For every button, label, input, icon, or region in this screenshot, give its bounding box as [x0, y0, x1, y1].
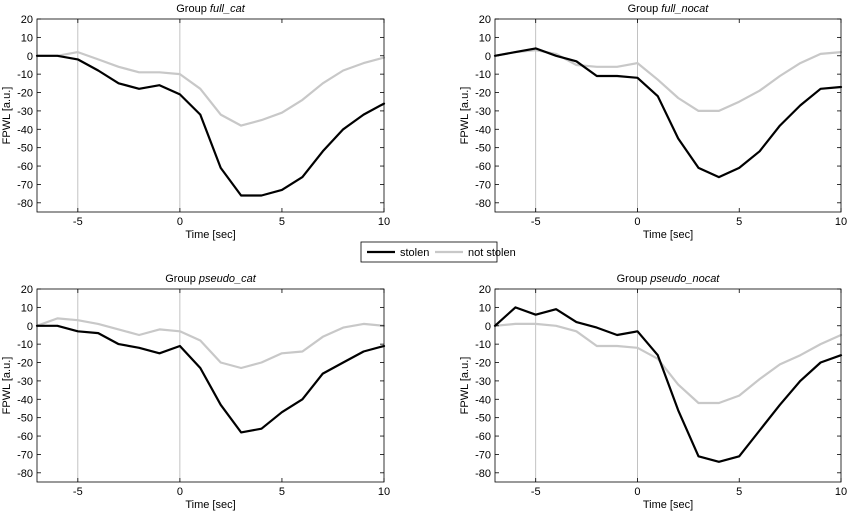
panel-4-y-tick-label: -40	[475, 394, 491, 406]
panel-1-y-tick-label: -40	[17, 124, 33, 136]
panel-1-y-tick-label: -80	[17, 198, 33, 210]
panel-2-y-axis-label: FPWL [a.u.]	[459, 87, 471, 145]
panel-2-y-tick-label: -10	[475, 69, 491, 81]
panel-3-x-tick-label: 5	[279, 486, 285, 498]
panel-4-y-tick-label: -80	[475, 468, 491, 480]
panel-3-y-tick-label: -70	[17, 449, 33, 461]
panel-2-y-tick-label: 10	[479, 32, 491, 44]
panel-1-plot-area	[37, 19, 384, 212]
panel-2-x-tick-label: 0	[634, 216, 640, 228]
legend-box	[360, 241, 498, 263]
panel-3-y-tick-label: -10	[17, 339, 33, 351]
panel-2-y-tick-label: -80	[475, 198, 491, 210]
panel-1-x-axis-label: Time [sec]	[185, 229, 235, 241]
panel-3-x-tick-label: 0	[177, 486, 183, 498]
panel-1-x-tick-label: 5	[279, 216, 285, 228]
panel-4-x-axis-label: Time [sec]	[643, 499, 693, 511]
panel-4-x-tick-label: 0	[634, 486, 640, 498]
legend-label-stolen: stolen	[400, 247, 429, 259]
panel-1-y-axis-label: FPWL [a.u.]	[1, 87, 13, 145]
panel-4-y-tick-label: -50	[475, 413, 491, 425]
panel-4-title: Group pseudo_nocat	[617, 273, 721, 285]
panel-3-y-tick-label: -40	[17, 394, 33, 406]
panel-4-x-tick-label: -5	[531, 486, 541, 498]
legend-label-not-stolen: not stolen	[468, 247, 516, 259]
panel-3-title: Group pseudo_cat	[165, 273, 256, 285]
panel-1-series-stolen	[35, 54, 386, 197]
panel-2-title: Group full_nocat	[628, 3, 710, 15]
panel-3-x-tick-label: 10	[378, 486, 390, 498]
panel-2-axes-box	[494, 18, 842, 213]
panel-2-series-stolen	[493, 47, 843, 179]
panel-1-x-tick-label: 10	[378, 216, 390, 228]
panel-3-y-tick-label: -80	[17, 468, 33, 480]
panel-1-y-tick-label: -60	[17, 161, 33, 173]
panel-1-title: Group full_cat	[176, 3, 245, 15]
panel-4-series-not-stolen	[493, 322, 843, 405]
panel-1-y-tick-label: 0	[27, 51, 33, 63]
panel-3-y-tick-label: 10	[21, 302, 33, 314]
panel-3-axes-box	[36, 288, 385, 483]
panel-3-series-not-stolen	[35, 317, 386, 370]
legend: stolen not stolen	[360, 241, 516, 263]
panel-4-y-tick-label: -10	[475, 339, 491, 351]
panel-3-y-tick-label: -60	[17, 431, 33, 443]
panel-4-x-tick-label: 5	[736, 486, 742, 498]
panel-2-y-tick-label: -60	[475, 161, 491, 173]
panel-2-y-tick-label: -30	[475, 106, 491, 118]
panel-1-axes-box	[36, 18, 385, 213]
panel-4-y-tick-label: -60	[475, 431, 491, 443]
panel-3-y-tick-label: -20	[17, 358, 33, 370]
panel-3-y-tick-label: -30	[17, 376, 33, 388]
panel-4-y-tick-label: 0	[485, 321, 491, 333]
panel-2-x-axis-label: Time [sec]	[643, 229, 693, 241]
panel-4-series-stolen	[493, 306, 843, 463]
panel-4-y-tick-label: -70	[475, 449, 491, 461]
panel-2-y-tick-label: -50	[475, 143, 491, 155]
panel-1-y-tick-label: 20	[21, 14, 33, 26]
panel-1-y-tick-label: -30	[17, 106, 33, 118]
panel-2-y-tick-label: -20	[475, 88, 491, 100]
panel-1-y-tick-label: -20	[17, 88, 33, 100]
panel-1-y-tick-label: -50	[17, 143, 33, 155]
panel-3-y-tick-label: 20	[21, 284, 33, 296]
panel-1-y-tick-label: -10	[17, 69, 33, 81]
panel-1-x-tick-label: 0	[177, 216, 183, 228]
panel-2-y-tick-label: -70	[475, 179, 491, 191]
panel-2-x-tick-label: -5	[531, 216, 541, 228]
panel-3-y-axis-label: FPWL [a.u.]	[1, 357, 13, 415]
panel-2-y-tick-label: 0	[485, 51, 491, 63]
panel-4-axes-box	[494, 288, 842, 483]
panel-4-y-tick-label: 20	[479, 284, 491, 296]
panel-3-y-tick-label: 0	[27, 321, 33, 333]
panel-1-x-tick-label: -5	[73, 216, 83, 228]
panel-4-y-tick-label: -30	[475, 376, 491, 388]
panel-4-y-tick-label: 10	[479, 302, 491, 314]
panel-1-series-not-stolen	[35, 50, 386, 127]
panel-2-x-tick-label: 10	[835, 216, 847, 228]
panel-3-series-stolen	[35, 324, 386, 434]
panel-4-y-axis-label: FPWL [a.u.]	[459, 357, 471, 415]
panel-2-y-tick-label: -40	[475, 124, 491, 136]
panel-3-x-axis-label: Time [sec]	[185, 499, 235, 511]
panel-2-y-tick-label: 20	[479, 14, 491, 26]
panel-1-y-tick-label: 10	[21, 32, 33, 44]
panel-4-x-tick-label: 10	[835, 486, 847, 498]
panel-2-series-not-stolen	[493, 49, 843, 113]
panel-4-y-tick-label: -20	[475, 358, 491, 370]
panel-2-x-tick-label: 5	[736, 216, 742, 228]
panel-1-y-tick-label: -70	[17, 179, 33, 191]
panel-3-x-tick-label: -5	[73, 486, 83, 498]
panel-3-y-tick-label: -50	[17, 413, 33, 425]
